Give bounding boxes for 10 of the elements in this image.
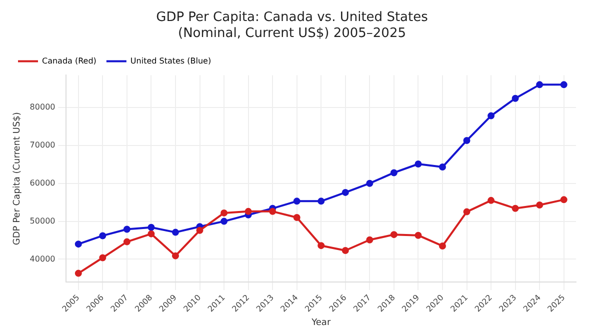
y-tick-label: 60000	[30, 178, 56, 188]
y-axis-title: GDP Per Capita (Current US$)	[12, 112, 23, 246]
y-tick-label: 50000	[30, 216, 56, 226]
legend-label: Canada (Red)	[42, 56, 96, 66]
y-tick-label: 40000	[30, 254, 56, 264]
chart-title: GDP Per Capita: Canada vs. United States (Nominal, Current US$) 2005–2025	[156, 10, 428, 41]
y-tick-label: 80000	[30, 102, 56, 112]
legend-label: United States (Blue)	[130, 56, 212, 66]
y-tick-label: 70000	[30, 140, 56, 150]
x-axis-title: Year	[310, 318, 331, 328]
